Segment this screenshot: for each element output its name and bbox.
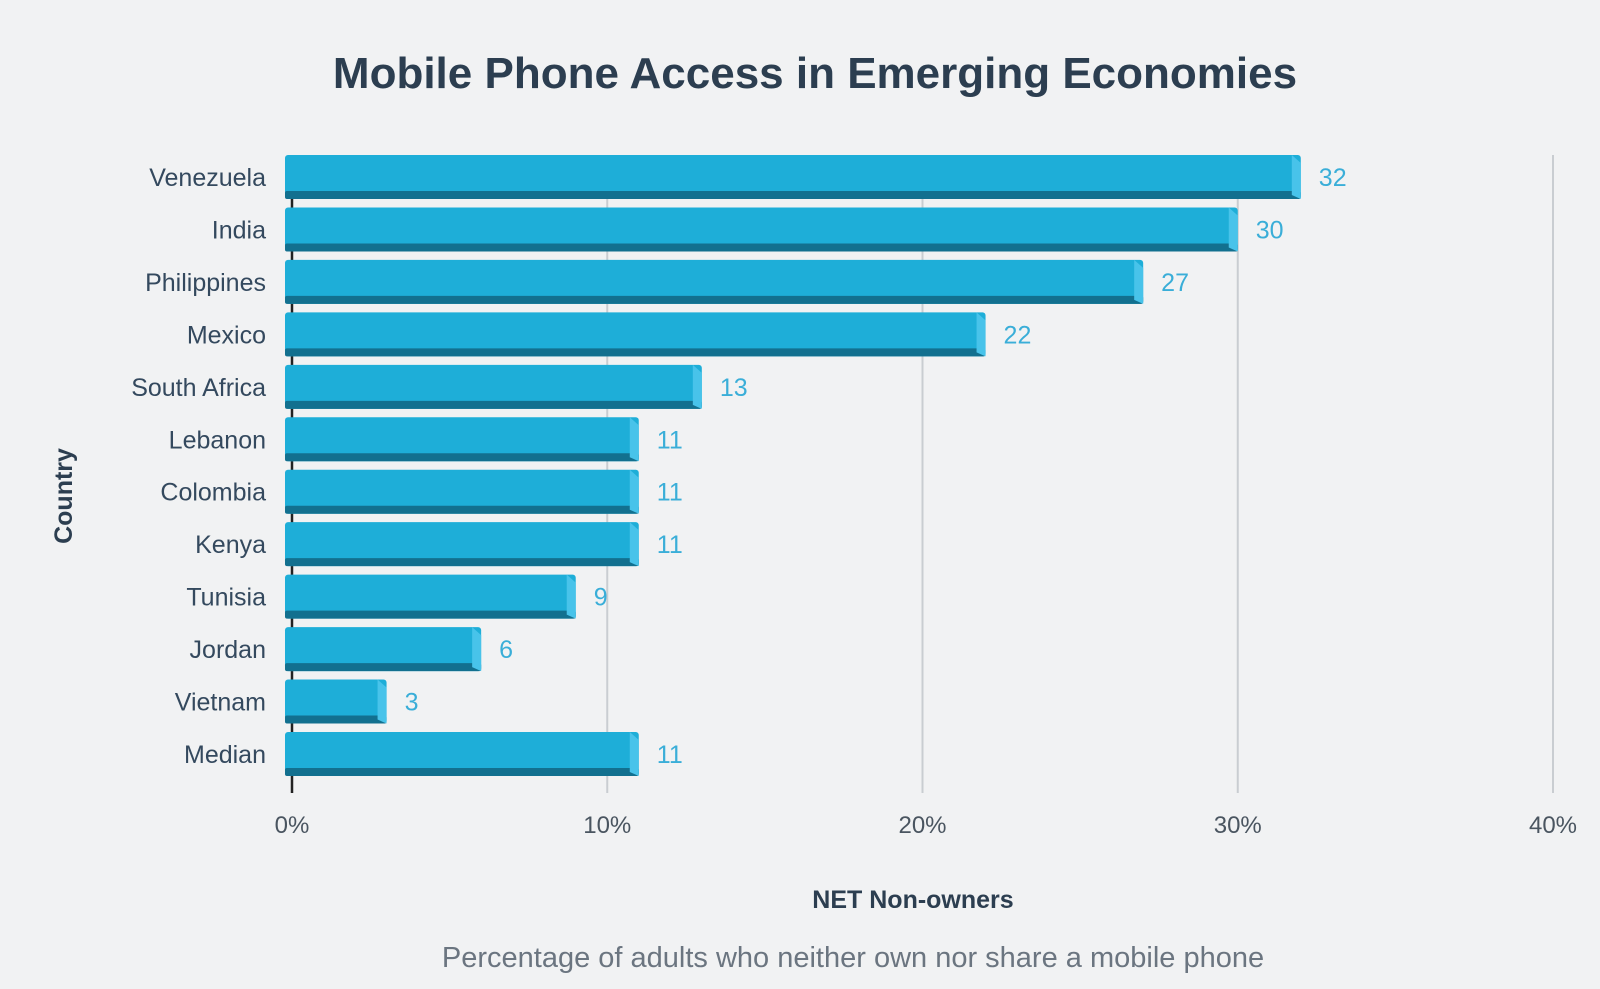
bar-cap: [472, 627, 482, 672]
bar-shadow: [285, 505, 639, 514]
bar: [285, 627, 482, 672]
category-label: Mexico: [187, 321, 266, 349]
value-label: 9: [594, 584, 608, 612]
x-tick-label: 0%: [275, 812, 310, 839]
bar-face: [285, 312, 986, 357]
bar: [285, 155, 1301, 199]
bar-cap: [1228, 207, 1238, 252]
bar: [285, 312, 986, 357]
category-label: Lebanon: [169, 426, 266, 454]
bar: [285, 574, 576, 619]
bar-cap: [629, 522, 639, 567]
bar: [285, 679, 387, 724]
x-tick-label: 40%: [1529, 812, 1577, 839]
bar-shadow: [285, 295, 1144, 304]
x-tick-label: 10%: [583, 812, 631, 839]
value-labels: 32 30 27 22 13 11 11 11 9 6 3 11: [405, 164, 1347, 769]
category-label: Median: [184, 741, 266, 769]
bar-face: [285, 364, 702, 409]
bar: [285, 364, 702, 409]
bar-shadow: [285, 348, 986, 357]
value-label: 22: [1004, 321, 1032, 349]
bar-shadow: [285, 663, 482, 672]
bar-shadow: [285, 558, 639, 567]
bar-cap: [976, 312, 986, 357]
value-label: 11: [657, 531, 683, 559]
category-label: India: [212, 216, 266, 244]
bar-shadow: [285, 243, 1238, 252]
bar-face: [285, 627, 482, 672]
bar-cap: [566, 574, 576, 619]
bar-cap: [629, 732, 639, 776]
bar: [285, 522, 639, 567]
value-label: 11: [657, 741, 683, 769]
bar-cap: [692, 364, 702, 409]
bar-face: [285, 574, 576, 619]
bar: [285, 259, 1144, 304]
bar-shadow: [285, 715, 387, 724]
bar-shadow: [285, 610, 576, 619]
y-axis-title: Country: [50, 448, 78, 544]
bar-cap: [629, 417, 639, 462]
bar-cap: [1134, 259, 1144, 304]
bar-face: [285, 469, 639, 514]
chart-caption: Percentage of adults who neither own nor…: [442, 942, 1264, 974]
bar-face: [285, 522, 639, 567]
bar-shadow: [285, 453, 639, 462]
category-label: Kenya: [195, 531, 266, 559]
bar-cap: [1291, 155, 1301, 199]
bar-cap: [377, 679, 387, 724]
value-label: 27: [1161, 269, 1189, 297]
category-label: Jordan: [190, 636, 266, 664]
x-tick-label: 30%: [1214, 812, 1262, 839]
bar-face: [285, 259, 1144, 304]
bar: [285, 732, 639, 776]
category-label: Colombia: [160, 479, 266, 507]
bar-cap: [629, 469, 639, 514]
category-label: Philippines: [145, 269, 266, 297]
category-label: Tunisia: [186, 584, 266, 612]
x-tick-label: 20%: [898, 812, 946, 839]
value-label: 6: [499, 636, 513, 664]
category-label: Vietnam: [175, 689, 266, 717]
chart-title: Mobile Phone Access in Emerging Economie…: [333, 49, 1297, 98]
value-label: 11: [657, 479, 683, 507]
value-label: 3: [405, 689, 419, 717]
bar-face: [285, 207, 1238, 252]
x-axis-ticks: 0% 10% 20% 30% 40%: [275, 812, 1577, 839]
bar: [285, 417, 639, 462]
bar-face: [285, 679, 387, 724]
bar-shadow: [285, 768, 639, 776]
x-axis-title: NET Non-owners: [812, 886, 1013, 914]
bar-face: [285, 732, 639, 776]
value-label: 30: [1256, 216, 1284, 244]
bar-face: [285, 155, 1301, 199]
bar: [285, 469, 639, 514]
category-label: Venezuela: [149, 164, 266, 192]
bar-shadow: [285, 400, 702, 409]
category-label: South Africa: [131, 374, 266, 402]
bars: [285, 155, 1301, 776]
value-label: 32: [1319, 164, 1347, 192]
value-label: 11: [657, 426, 683, 454]
value-label: 13: [720, 374, 748, 402]
bar: [285, 207, 1238, 252]
bar-face: [285, 417, 639, 462]
category-labels: Venezuela India Philippines Mexico South Afr…: [131, 164, 266, 769]
bar-shadow: [285, 191, 1301, 199]
